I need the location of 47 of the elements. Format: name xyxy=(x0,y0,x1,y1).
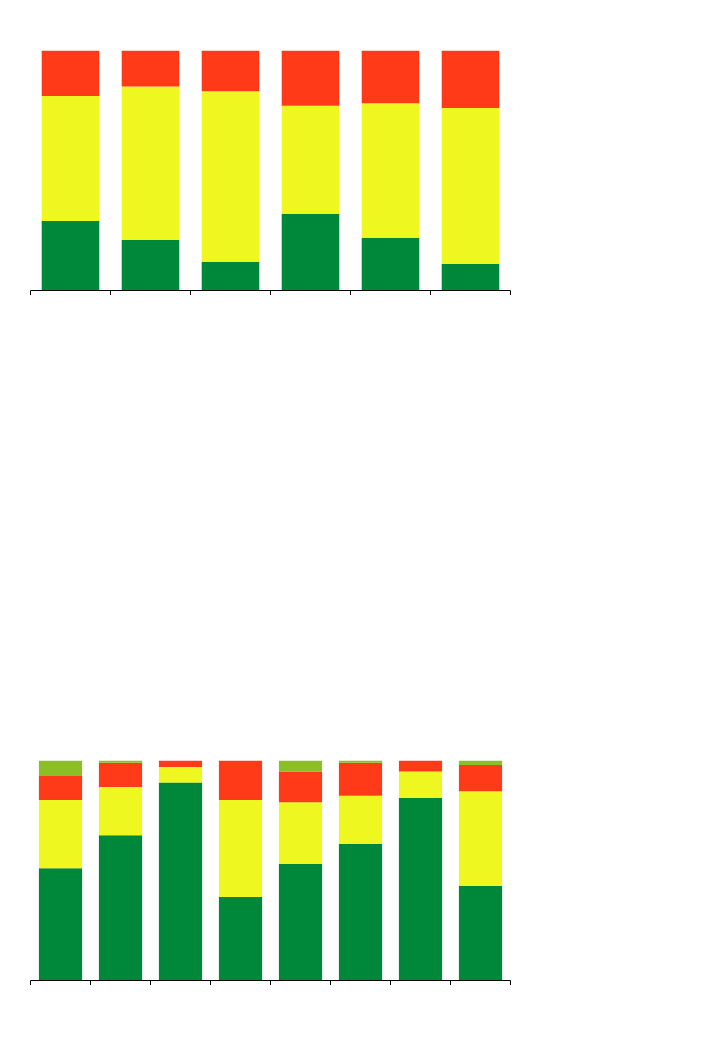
bar xyxy=(398,797,443,981)
bar xyxy=(158,782,203,981)
bar xyxy=(441,264,500,291)
bar xyxy=(158,760,203,768)
bar xyxy=(458,791,503,886)
bar xyxy=(278,802,323,864)
bar xyxy=(201,91,260,262)
bar xyxy=(458,760,503,765)
bar xyxy=(218,800,263,897)
bar xyxy=(278,863,323,981)
bar xyxy=(218,760,263,801)
bar xyxy=(361,103,420,238)
bar xyxy=(38,800,83,869)
bar xyxy=(398,771,443,798)
bar xyxy=(441,108,500,265)
bar xyxy=(278,771,323,803)
bar xyxy=(441,50,500,109)
bar xyxy=(458,885,503,981)
bar xyxy=(41,220,100,291)
bar xyxy=(281,50,340,106)
bar xyxy=(338,844,383,981)
bar xyxy=(121,50,180,87)
bar xyxy=(41,50,100,97)
bar xyxy=(338,762,383,796)
bar xyxy=(218,896,263,981)
bar xyxy=(398,760,443,772)
bar xyxy=(38,760,83,776)
bar xyxy=(38,868,83,981)
bar xyxy=(458,764,503,792)
bar xyxy=(38,775,83,801)
bar xyxy=(158,767,203,783)
bar xyxy=(98,786,143,836)
bar xyxy=(41,96,100,221)
bar xyxy=(338,760,383,763)
bar xyxy=(281,213,340,291)
bar xyxy=(201,261,260,291)
bar xyxy=(201,50,260,92)
bar xyxy=(121,86,180,241)
bar xyxy=(361,237,420,291)
bar xyxy=(98,760,143,763)
bar xyxy=(338,795,383,845)
bar xyxy=(121,240,180,291)
bar xyxy=(278,760,323,772)
bar xyxy=(281,105,340,214)
bar xyxy=(98,762,143,787)
bar xyxy=(361,50,420,104)
bar xyxy=(98,835,143,981)
